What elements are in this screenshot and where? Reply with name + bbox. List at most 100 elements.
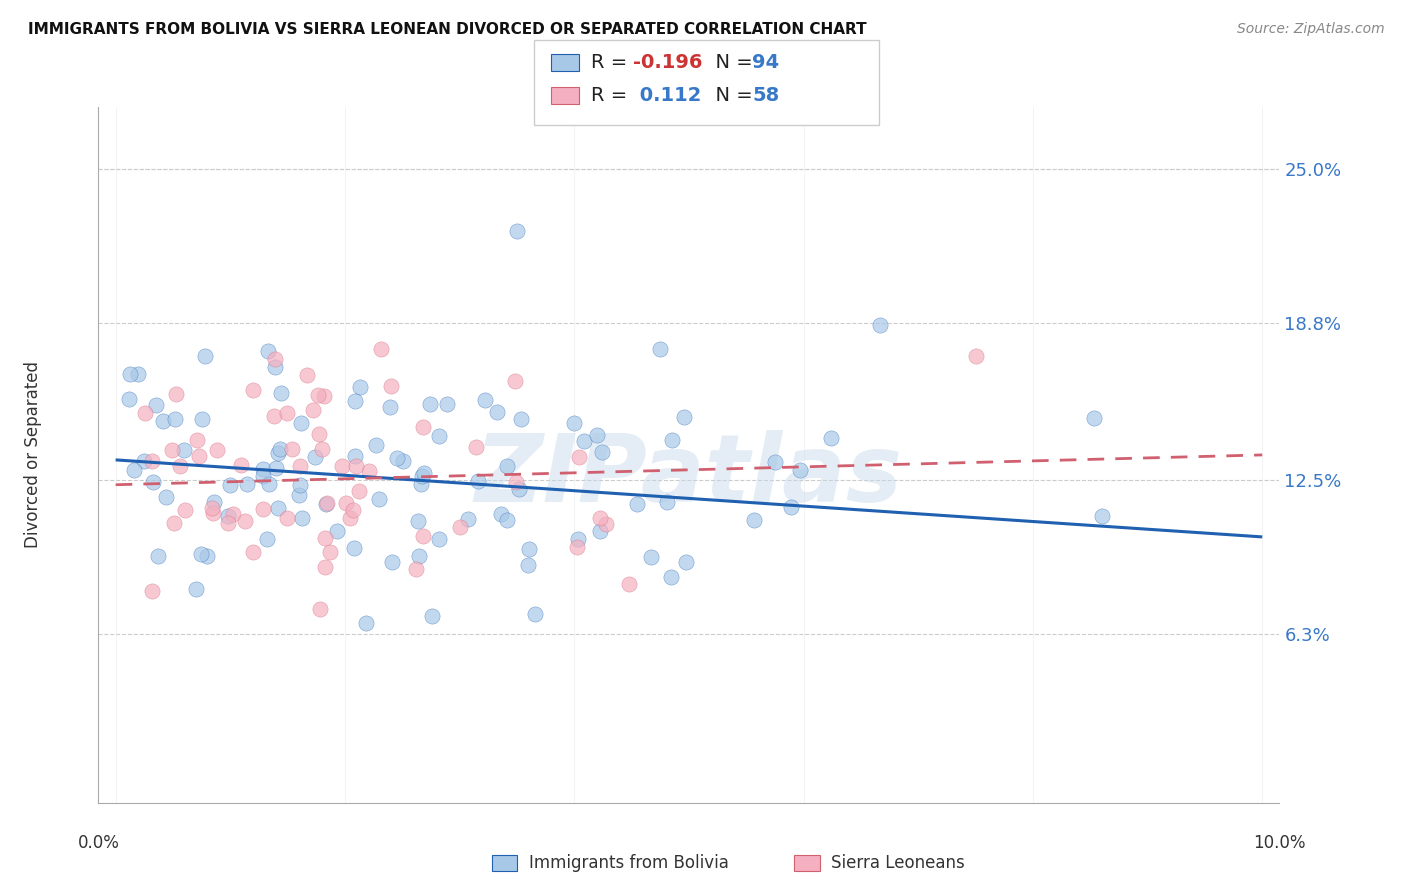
Point [188,449,211,463]
Point [413,466,436,480]
Point [186,433,208,447]
Point [242,383,264,397]
Point [290,478,312,492]
Point [304,450,326,465]
Point [347,484,370,499]
Point [595,517,617,532]
Text: Immigrants from Bolivia: Immigrants from Bolivia [529,855,728,872]
Point [263,409,285,424]
Point [765,455,787,469]
Text: N =: N = [703,86,759,105]
Point [165,387,187,401]
Text: -0.196: -0.196 [633,53,702,72]
Point [589,524,612,539]
Point [349,380,371,394]
Point [267,500,290,515]
Point [524,607,547,621]
Point [291,511,314,525]
Point [589,511,612,525]
Point [173,443,195,458]
Point [368,491,391,506]
Point [1083,411,1105,425]
Text: N =: N = [703,53,759,72]
Point [343,541,366,555]
Point [562,416,585,430]
Point [489,508,512,522]
Point [427,532,450,546]
Text: ZIPatlas: ZIPatlas [475,430,903,522]
Text: Divorced or Separated: Divorced or Separated [24,361,42,549]
Point [252,502,274,516]
Point [205,442,228,457]
Point [510,412,533,426]
Point [217,509,239,524]
Point [436,397,458,411]
Point [789,463,811,477]
Point [295,368,318,382]
Point [617,577,640,591]
Text: Sierra Leoneans: Sierra Leoneans [831,855,965,872]
Text: IMMIGRANTS FROM BOLIVIA VS SIERRA LEONEAN DIVORCED OR SEPARATED CORRELATION CHAR: IMMIGRANTS FROM BOLIVIA VS SIERRA LEONEA… [28,22,866,37]
Point [252,469,274,483]
Point [229,458,252,472]
Point [127,368,149,382]
Point [626,498,648,512]
Point [195,549,218,563]
Point [672,409,695,424]
Point [567,540,589,554]
Point [186,582,208,597]
Point [165,411,187,425]
Point [134,454,156,468]
Point [412,529,434,543]
Point [467,475,489,489]
Text: R =: R = [591,53,633,72]
Point [354,616,377,631]
Point [820,431,842,445]
Point [661,433,683,447]
Point [264,360,287,375]
Text: Source: ZipAtlas.com: Source: ZipAtlas.com [1237,22,1385,37]
Point [405,562,427,576]
Point [290,416,312,430]
Point [380,400,402,414]
Point [869,318,891,333]
Point [270,386,292,401]
Point [315,497,337,511]
Point [420,609,443,624]
Point [264,460,287,475]
Point [465,440,488,454]
Point [409,476,432,491]
Point [312,389,335,403]
Point [252,462,274,476]
Text: 94: 94 [752,53,779,72]
Point [267,446,290,460]
Point [364,438,387,452]
Point [342,503,364,517]
Point [640,549,662,564]
Point [217,516,239,530]
Point [780,500,803,515]
Point [319,545,342,559]
Point [314,531,336,545]
Point [263,352,285,367]
Point [419,397,441,411]
Point [202,506,225,520]
Point [406,514,429,528]
Text: 10.0%: 10.0% [1253,834,1306,852]
Point [506,224,529,238]
Point [505,475,527,489]
Point [242,544,264,558]
Point [257,344,280,359]
Point [269,442,291,456]
Point [288,488,311,502]
Point [190,547,212,561]
Text: 0.112: 0.112 [633,86,702,105]
Point [359,464,381,478]
Text: R =: R = [591,86,633,105]
Point [516,558,538,573]
Point [308,427,330,442]
Point [412,420,434,434]
Point [169,459,191,474]
Point [155,490,177,504]
Point [505,374,527,388]
